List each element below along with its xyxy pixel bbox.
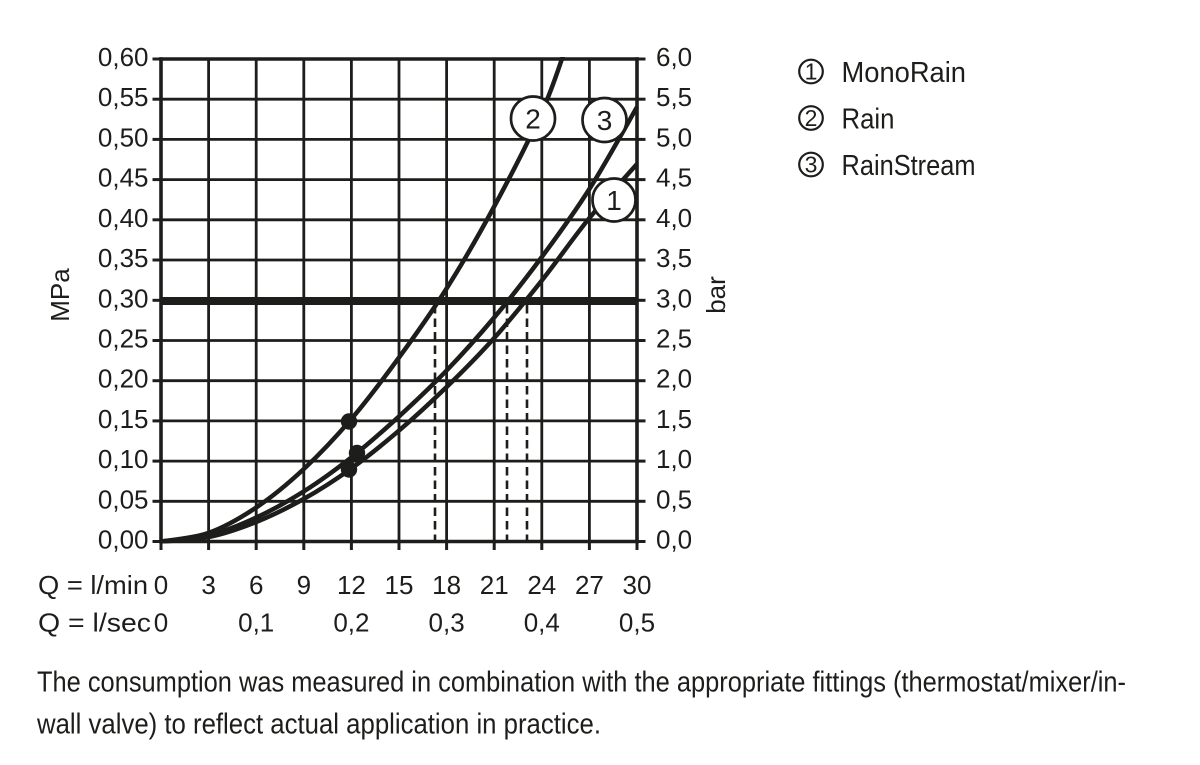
svg-text:0,00: 0,00	[98, 525, 149, 555]
svg-text:0,60: 0,60	[98, 42, 149, 72]
svg-text:1,0: 1,0	[656, 444, 692, 474]
svg-text:RainStream: RainStream	[842, 150, 976, 182]
svg-text:24: 24	[527, 570, 556, 600]
svg-text:0,1: 0,1	[238, 608, 274, 638]
svg-text:4,0: 4,0	[656, 203, 692, 233]
svg-text:0,50: 0,50	[98, 122, 149, 152]
svg-text:27: 27	[575, 570, 604, 600]
svg-text:18: 18	[432, 570, 461, 600]
svg-text:0,35: 0,35	[98, 243, 149, 273]
svg-text:0,45: 0,45	[98, 163, 149, 193]
svg-text:0: 0	[154, 608, 168, 638]
svg-text:0,3: 0,3	[429, 608, 465, 638]
svg-text:21: 21	[480, 570, 509, 600]
svg-text:Q = l/min: Q = l/min	[38, 570, 148, 600]
svg-text:0,20: 0,20	[98, 364, 149, 394]
svg-text:2: 2	[805, 105, 818, 131]
svg-text:0,30: 0,30	[98, 283, 149, 313]
svg-text:3: 3	[201, 570, 215, 600]
svg-text:0,0: 0,0	[656, 525, 692, 555]
svg-text:0,55: 0,55	[98, 82, 149, 112]
svg-text:6,0: 6,0	[656, 42, 692, 72]
svg-text:5,5: 5,5	[656, 82, 692, 112]
svg-text:wall valve) to reflect actual: wall valve) to reflect actual applicatio…	[36, 709, 601, 741]
svg-text:4,5: 4,5	[656, 163, 692, 193]
svg-text:30: 30	[623, 570, 652, 600]
svg-text:3,0: 3,0	[656, 283, 692, 313]
svg-text:0,05: 0,05	[98, 484, 149, 514]
svg-text:5,0: 5,0	[656, 122, 692, 152]
svg-text:2: 2	[525, 104, 541, 135]
svg-text:0,2: 0,2	[333, 608, 369, 638]
svg-text:2,0: 2,0	[656, 364, 692, 394]
svg-text:0,10: 0,10	[98, 444, 149, 474]
svg-text:0,40: 0,40	[98, 203, 149, 233]
svg-text:Rain: Rain	[842, 104, 895, 136]
svg-text:15: 15	[385, 570, 414, 600]
svg-text:1: 1	[805, 59, 818, 85]
svg-text:6: 6	[249, 570, 263, 600]
svg-text:Q = l/sec: Q = l/sec	[38, 608, 151, 638]
svg-text:1,5: 1,5	[656, 404, 692, 434]
svg-text:MonoRain: MonoRain	[842, 57, 967, 89]
svg-text:0: 0	[154, 570, 168, 600]
svg-text:The consumption was measured i: The consumption was measured in combinat…	[37, 667, 1126, 699]
svg-text:MPa: MPa	[45, 268, 75, 322]
svg-text:2,5: 2,5	[656, 324, 692, 354]
svg-text:1: 1	[606, 185, 622, 216]
svg-text:9: 9	[297, 570, 311, 600]
svg-text:0,25: 0,25	[98, 324, 149, 354]
svg-text:0,4: 0,4	[524, 608, 560, 638]
svg-text:0,5: 0,5	[656, 484, 692, 514]
svg-text:3,5: 3,5	[656, 243, 692, 273]
svg-text:3: 3	[597, 105, 613, 136]
svg-text:12: 12	[337, 570, 366, 600]
svg-text:0,15: 0,15	[98, 404, 149, 434]
svg-text:0,5: 0,5	[619, 608, 655, 638]
svg-text:3: 3	[805, 152, 818, 178]
svg-text:bar: bar	[701, 276, 731, 314]
